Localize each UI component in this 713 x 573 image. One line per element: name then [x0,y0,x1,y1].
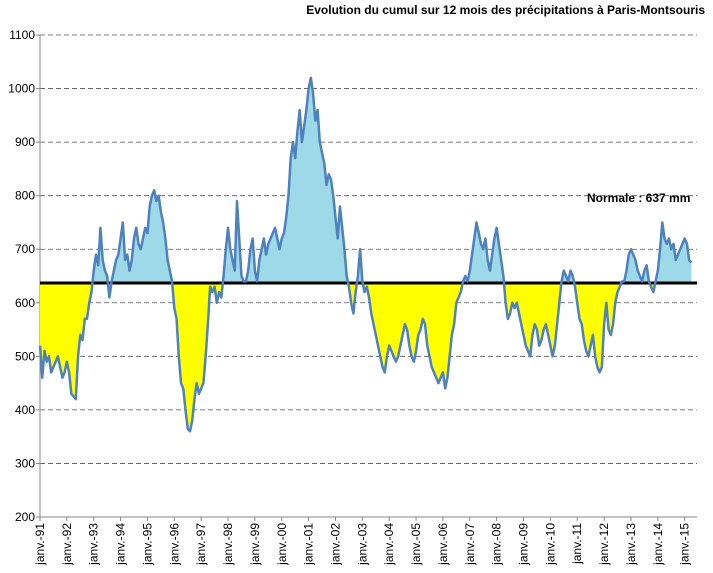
y-tick-label: 1000 [8,82,35,96]
x-tick-label: janv.-14 [651,523,665,566]
x-tick-label: janv.-10 [543,523,557,566]
x-tick-label: janv.-08 [490,523,504,566]
annotation: Normale : 637 mm [587,191,690,205]
x-tick-label: janv.-96 [167,523,181,566]
area-below [40,282,656,432]
y-tick-label: 300 [15,456,35,470]
x-tick-label: janv.-05 [409,523,423,566]
x-tick-label: janv.-12 [597,523,611,566]
x-tick-label: janv.-93 [87,523,101,566]
y-tick-label: 500 [15,349,35,363]
x-tick-label: janv.-01 [302,523,316,566]
x-tick-label: janv.-97 [194,523,208,566]
x-tick-label: janv.-98 [221,523,235,566]
x-tick-label: janv.-99 [248,523,262,566]
x-tick-label: janv.-95 [140,523,154,566]
x-tick-label: janv.-11 [570,523,584,565]
x-tick-label: janv.-07 [463,523,477,566]
x-tick-label: janv.-02 [328,523,342,566]
y-tick-label: 200 [15,510,35,524]
x-tick-label: janv.-00 [275,523,289,566]
x-tick-label: janv.-03 [355,523,369,566]
data-line [38,76,693,433]
x-tick-label: janv.-91 [33,523,47,566]
x-tick-label: janv.-06 [436,523,450,566]
x-tick-label: janv.-04 [382,523,396,566]
x-tick-label: janv.-15 [678,523,692,566]
x-tick-label: janv.-92 [60,523,74,566]
y-tick-label: 800 [15,189,35,203]
x-tick-label: janv.-94 [114,523,128,566]
y-tick-label: 900 [15,135,35,149]
y-tick-label: 600 [15,296,35,310]
y-tick-label: 400 [15,403,35,417]
y-tick-label: 700 [15,242,35,256]
area-above [40,77,692,283]
x-tick-label: janv.-09 [517,523,531,566]
x-tick-label: janv.-13 [624,523,638,566]
chart-title: Evolution du cumul sur 12 mois des préci… [306,3,705,17]
y-tick-label: 1100 [9,28,35,42]
